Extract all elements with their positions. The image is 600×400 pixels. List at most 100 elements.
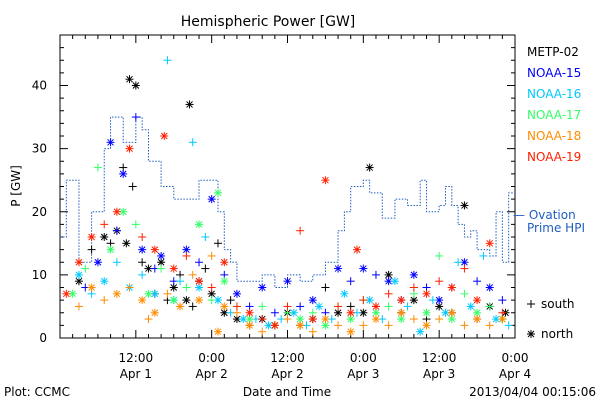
data-point: [87, 233, 96, 241]
data-point: [460, 321, 469, 330]
star-marker-d2: [75, 277, 83, 285]
data-point: [245, 321, 254, 330]
data-point: [384, 289, 393, 298]
star-marker-d2: [435, 303, 443, 310]
data-point: [460, 289, 469, 298]
star-marker-d2: [157, 258, 165, 266]
data-point: [74, 270, 83, 279]
data-point: [498, 315, 507, 324]
data-point: [93, 258, 102, 267]
star-marker-d2: [239, 315, 247, 323]
star-marker-d2: [448, 315, 456, 323]
star-marker-d2: [195, 284, 203, 291]
star-marker-d2: [296, 322, 304, 329]
star-marker-d2: [448, 309, 456, 317]
data-point: [258, 327, 267, 336]
data-point: [371, 315, 380, 324]
data-point: [359, 264, 368, 273]
star-marker-d2: [88, 233, 95, 241]
star-marker-d2: [341, 290, 348, 298]
data-point: [220, 258, 229, 267]
y-tick-label: 30: [32, 142, 47, 156]
star-marker-d2: [322, 322, 329, 329]
star-marker-d2: [176, 303, 184, 310]
star-marker-d2: [126, 75, 133, 83]
data-point: [485, 283, 494, 292]
series-noaa-18: [74, 251, 507, 336]
star-marker-d2: [423, 322, 430, 329]
star-marker-d2: [119, 170, 127, 178]
star-marker-d2: [157, 252, 165, 260]
star-marker-d2: [359, 265, 367, 272]
data-point: [138, 296, 147, 305]
x-tick-label: 0:00: [198, 351, 225, 365]
star-marker-d2: [372, 315, 380, 323]
data-point: [428, 296, 437, 305]
data-point: [68, 289, 77, 298]
data-point: [201, 233, 210, 241]
data-point: [74, 277, 83, 286]
star-marker-d2: [284, 277, 291, 285]
star-marker-d2: [473, 315, 481, 323]
star-marker-d2: [75, 258, 83, 266]
legend-marker-north: [527, 330, 535, 338]
star-marker-d2: [220, 309, 228, 317]
star-marker-d2: [461, 202, 468, 209]
star-marker-d2: [322, 176, 329, 184]
data-point: [334, 264, 343, 273]
star-marker-d2: [119, 208, 127, 216]
star-marker-d2: [151, 246, 159, 253]
data-point: [195, 283, 204, 292]
data-point: [150, 289, 159, 298]
legend: METP-02 NOAA-15 NOAA-16 NOAA-17 NOAA-18 NOAA-…: [513, 45, 585, 341]
data-point: [207, 296, 216, 305]
data-point: [138, 270, 147, 279]
star-marker-d2: [113, 208, 121, 216]
legend-entry-noaa-19: NOAA-19: [527, 150, 581, 164]
data-point: [195, 220, 204, 229]
data-point: [321, 315, 330, 324]
star-marker-d2: [246, 322, 253, 329]
data-point: [485, 321, 494, 330]
data-point: [74, 302, 83, 311]
data-point: [359, 296, 368, 305]
star-marker-d2: [138, 246, 146, 253]
star-marker-d2: [461, 258, 468, 266]
data-point: [384, 302, 393, 311]
data-point: [188, 270, 197, 279]
star-marker-d2: [145, 265, 152, 272]
data-point: [138, 233, 147, 241]
data-point: [119, 169, 128, 178]
data-point: [435, 302, 444, 311]
data-point: [460, 201, 469, 210]
x-tick-date-label: Apr 2: [271, 367, 303, 381]
data-point: [283, 315, 292, 324]
x-tick-label: 0:00: [350, 351, 377, 365]
data-point: [207, 283, 216, 292]
data-point: [131, 220, 140, 229]
series-noaa-15: [81, 113, 507, 317]
star-marker-d2: [170, 284, 178, 291]
data-point: [460, 264, 469, 273]
data-point: [435, 315, 444, 324]
star-marker-d2: [265, 322, 272, 329]
star-marker-d2: [347, 315, 355, 323]
star-marker-d2: [151, 309, 159, 317]
data-point: [122, 239, 131, 248]
data-point: [138, 245, 147, 254]
footer-plot-credit: Plot: CCMC: [4, 385, 70, 399]
data-point: [270, 308, 279, 317]
x-ticks: 12:00 Apr 1 0:00 Apr 2 12:00 Apr 2 0:00 Apr 3 12…: [59, 35, 531, 381]
data-point: [144, 289, 153, 298]
data-point: [182, 251, 191, 260]
data-point: [454, 258, 463, 267]
data-point: [201, 264, 210, 273]
data-point: [283, 277, 292, 286]
star-marker-d2: [195, 296, 203, 304]
star-marker-d2: [486, 284, 494, 291]
data-point: [213, 327, 222, 336]
star-marker-d2: [246, 315, 253, 323]
star-marker-d2: [195, 277, 203, 285]
data-point: [258, 302, 267, 311]
data-point: [62, 289, 71, 298]
